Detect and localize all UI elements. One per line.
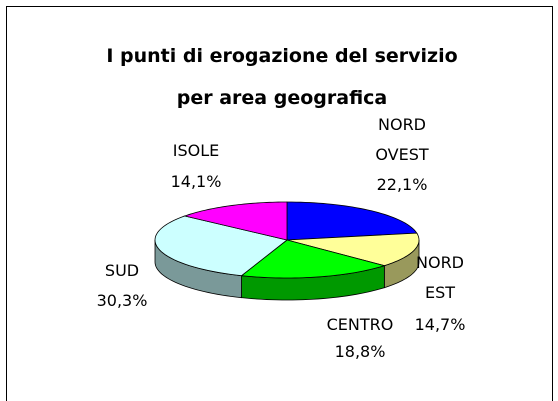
category-label: SUD [105,261,139,280]
category-label: CENTRO [327,315,394,334]
value-label: 30,3% [97,291,148,310]
category-label: NORD OVEST [375,115,429,164]
category-label: ISOLE [173,141,220,160]
value-label: 14,1% [171,172,222,191]
value-label: 14,7% [415,315,466,334]
chart-title: I punti di erogazione del servizio [106,45,457,67]
chart-title: per area geografica [177,87,387,109]
slice [154,215,288,277]
value-label: 22,1% [377,175,428,194]
category-label: NORD EST [416,253,464,302]
slice [286,232,420,267]
slice [183,201,288,241]
slice [286,201,418,241]
slice [240,239,386,279]
value-label: 18,8% [335,342,386,361]
